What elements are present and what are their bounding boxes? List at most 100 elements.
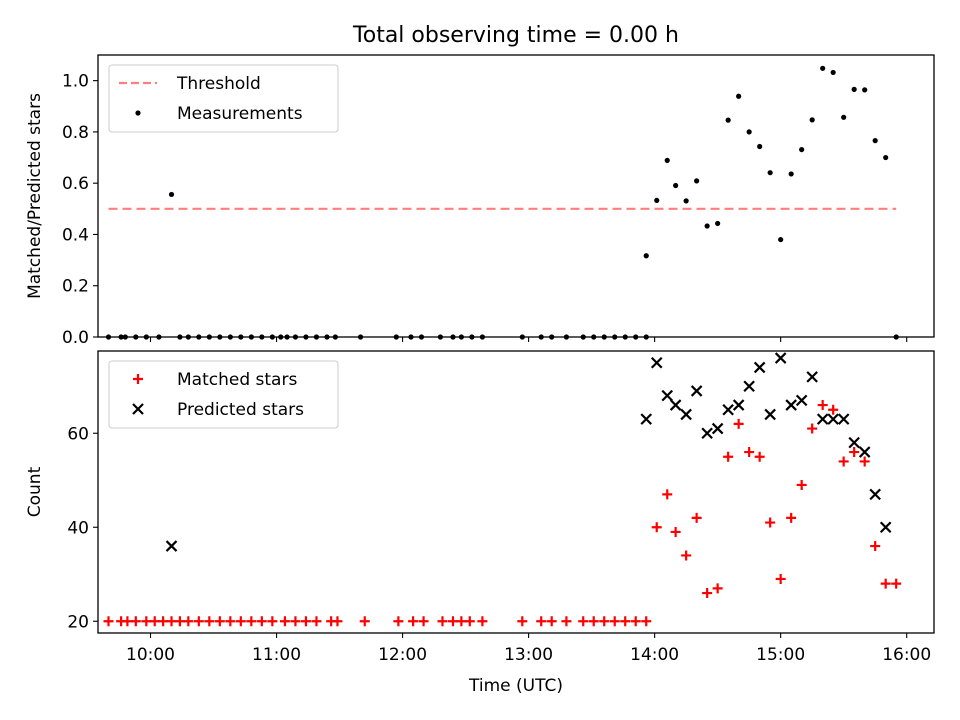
matched-star-point bbox=[183, 616, 194, 627]
y-tick-label: 0.2 bbox=[62, 277, 89, 297]
measurement-point bbox=[746, 129, 752, 135]
matched-star-point bbox=[578, 616, 589, 627]
predicted-star-point bbox=[774, 352, 787, 364]
matched-star-point bbox=[849, 447, 860, 458]
measurement-point bbox=[704, 223, 710, 229]
measurement-point bbox=[725, 117, 731, 123]
matched-star-point bbox=[174, 616, 185, 627]
predicted-star-point bbox=[640, 413, 653, 425]
y-tick-label: 40 bbox=[67, 518, 89, 538]
predicted-star-point bbox=[879, 521, 892, 534]
x-tick-label: 16:00 bbox=[882, 645, 931, 665]
predicted-star-point bbox=[848, 436, 860, 449]
count-axes: 20 40 60 10:00 11:00 12:00 13:00 14:00 15:00 16:0… bbox=[25, 350, 935, 696]
x-tick-label: 15:00 bbox=[756, 645, 805, 665]
legend-plus-swatch bbox=[133, 374, 143, 384]
matched-star-point bbox=[712, 583, 723, 594]
matched-star-point bbox=[870, 541, 881, 552]
predicted-star-point bbox=[690, 385, 703, 397]
matched-star-point bbox=[775, 573, 786, 584]
matched-star-point bbox=[141, 616, 152, 627]
measurement-point bbox=[736, 93, 742, 99]
matched-star-point bbox=[456, 616, 467, 627]
x-tick-label: 11:00 bbox=[252, 645, 301, 665]
measurement-point bbox=[673, 182, 679, 189]
matched-star-point bbox=[290, 616, 301, 627]
plot-frame bbox=[97, 350, 935, 634]
matched-star-point bbox=[393, 616, 404, 627]
x-axis-label: Time (UTC) bbox=[468, 676, 563, 696]
matched-star-point bbox=[561, 616, 572, 627]
measurement-point bbox=[799, 146, 805, 153]
predicted-star-point bbox=[669, 399, 682, 411]
count-points-layer bbox=[103, 352, 902, 627]
matched-star-point bbox=[267, 616, 278, 627]
y-tick-label: 0.4 bbox=[62, 225, 89, 245]
matched-star-point bbox=[246, 616, 257, 627]
matched-star-point bbox=[214, 616, 225, 627]
matched-star-point bbox=[311, 616, 322, 627]
matched-star-point bbox=[536, 616, 547, 627]
measurement-point bbox=[862, 87, 868, 93]
matched-star-point bbox=[477, 616, 488, 627]
predicted-star-point bbox=[806, 371, 818, 383]
matched-star-point bbox=[891, 578, 902, 589]
matched-star-point bbox=[691, 512, 702, 523]
y-tick-label: 1.0 bbox=[62, 72, 89, 92]
measurement-point bbox=[757, 143, 763, 150]
matched-star-point bbox=[149, 616, 160, 627]
y-axis-label: Count bbox=[25, 466, 45, 517]
x-tick-label: 14:00 bbox=[630, 645, 679, 665]
matched-star-point bbox=[464, 616, 475, 627]
matched-star-point bbox=[880, 578, 891, 589]
predicted-star-point bbox=[711, 422, 724, 435]
predicted-star-point bbox=[650, 356, 663, 369]
predicted-star-point bbox=[869, 488, 881, 501]
matched-star-point bbox=[828, 404, 839, 415]
measurement-point bbox=[872, 138, 878, 144]
matched-star-point bbox=[702, 588, 713, 599]
predicted-star-point bbox=[680, 408, 692, 421]
matched-star-point bbox=[279, 616, 290, 627]
predicted-star-point bbox=[722, 403, 734, 416]
ratio-panel: 0.0 0.2 0.4 0.6 0.8 1.0 Matched/Predicted star… bbox=[25, 54, 935, 348]
matched-star-point bbox=[630, 616, 641, 627]
matched-star-point bbox=[670, 526, 681, 537]
matched-star-point bbox=[838, 456, 849, 467]
y-axis-label: Matched/Predicted stars bbox=[25, 93, 45, 299]
y-tick-label: 0.6 bbox=[62, 174, 89, 194]
measurement-point bbox=[778, 236, 784, 243]
matched-star-point bbox=[300, 616, 311, 627]
matched-star-point bbox=[193, 616, 204, 627]
measurement-point bbox=[694, 178, 700, 184]
predicted-star-point bbox=[816, 413, 829, 425]
matched-star-point bbox=[130, 616, 141, 627]
matched-star-point bbox=[235, 616, 246, 627]
matched-star-point bbox=[733, 418, 744, 429]
matched-star-point bbox=[122, 616, 133, 627]
measurement-point bbox=[820, 65, 826, 71]
chart-title: Total observing time = 0.00 h bbox=[352, 23, 679, 48]
predicted-star-point bbox=[661, 389, 674, 402]
predicted-star-point bbox=[795, 394, 808, 407]
matched-star-point bbox=[359, 616, 370, 627]
legend-label: Threshold bbox=[176, 74, 261, 94]
measurement-point bbox=[809, 117, 815, 123]
matched-star-point bbox=[786, 512, 797, 523]
x-tick-label: 10:00 bbox=[126, 645, 175, 665]
y-tick-label: 0.8 bbox=[62, 123, 89, 143]
ratio-legend: Threshold Measurements bbox=[108, 64, 339, 133]
matched-star-point bbox=[807, 423, 818, 434]
matched-star-point bbox=[662, 489, 673, 500]
x-tick-label: 13:00 bbox=[504, 645, 553, 665]
legend-x-swatch bbox=[132, 403, 144, 415]
measurement-point bbox=[654, 197, 660, 203]
matched-star-point bbox=[588, 616, 599, 627]
predicted-star-point bbox=[858, 446, 871, 458]
matched-star-point bbox=[158, 616, 169, 627]
matched-star-point bbox=[103, 616, 114, 627]
matched-star-point bbox=[859, 456, 870, 467]
ratio-axes: 0.0 0.2 0.4 0.6 0.8 1.0 Matched/Predicted star… bbox=[25, 54, 935, 348]
predicted-star-point bbox=[743, 380, 755, 393]
